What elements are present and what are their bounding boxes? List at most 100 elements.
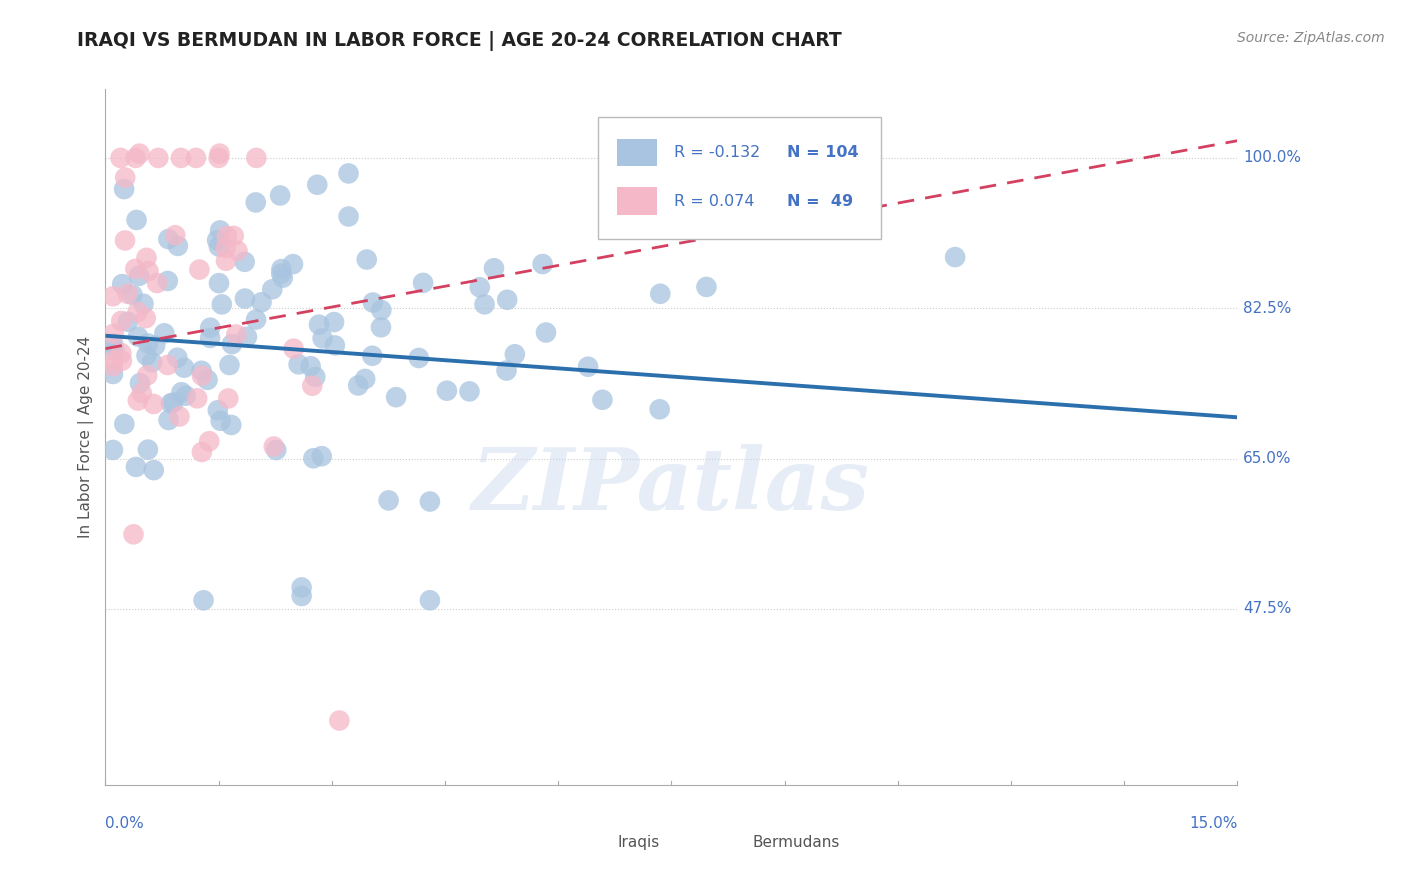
- Point: [233, 255, 256, 269]
- Point: [650, 286, 672, 301]
- Point: [236, 330, 259, 344]
- Point: [160, 396, 183, 410]
- Point: [458, 384, 481, 399]
- Point: [211, 297, 233, 311]
- Text: R = -0.132: R = -0.132: [673, 145, 759, 160]
- Point: [143, 338, 166, 352]
- Point: [356, 252, 378, 267]
- Text: R = 0.074: R = 0.074: [673, 194, 754, 209]
- Point: [503, 347, 526, 361]
- Point: [311, 449, 333, 463]
- Point: [124, 261, 146, 276]
- Point: [125, 213, 148, 227]
- Point: [101, 367, 124, 381]
- Y-axis label: In Labor Force | Age 20-24: In Labor Force | Age 20-24: [79, 336, 94, 538]
- Point: [205, 233, 228, 247]
- Point: [174, 389, 197, 403]
- Point: [291, 589, 314, 603]
- Point: [129, 376, 152, 391]
- Point: [370, 303, 392, 318]
- Point: [323, 338, 346, 352]
- Point: [311, 331, 333, 345]
- Point: [128, 268, 150, 283]
- Point: [127, 329, 149, 343]
- Point: [347, 378, 370, 392]
- Point: [301, 378, 323, 392]
- Point: [361, 349, 384, 363]
- Point: [136, 368, 159, 383]
- Text: N = 104: N = 104: [787, 145, 859, 160]
- Point: [495, 363, 517, 377]
- FancyBboxPatch shape: [711, 831, 740, 854]
- Point: [262, 282, 284, 296]
- Point: [135, 311, 157, 326]
- Point: [169, 409, 191, 424]
- Point: [208, 276, 231, 290]
- Text: IRAQI VS BERMUDAN IN LABOR FORCE | AGE 20-24 CORRELATION CHART: IRAQI VS BERMUDAN IN LABOR FORCE | AGE 2…: [77, 31, 842, 51]
- Point: [101, 442, 124, 457]
- Point: [221, 417, 243, 432]
- Point: [111, 277, 134, 292]
- Point: [173, 360, 195, 375]
- Point: [269, 188, 291, 202]
- Point: [101, 359, 124, 373]
- Point: [166, 351, 188, 365]
- Point: [634, 171, 657, 186]
- Point: [281, 257, 304, 271]
- Point: [162, 395, 184, 409]
- Point: [136, 336, 159, 351]
- Point: [534, 326, 557, 340]
- Text: Source: ZipAtlas.com: Source: ZipAtlas.com: [1237, 31, 1385, 45]
- Point: [496, 293, 519, 307]
- Point: [474, 297, 496, 311]
- Point: [188, 262, 211, 277]
- Point: [531, 257, 554, 271]
- FancyBboxPatch shape: [617, 138, 657, 167]
- Point: [124, 151, 146, 165]
- Point: [101, 289, 124, 303]
- Text: 100.0%: 100.0%: [1243, 151, 1301, 165]
- Point: [468, 280, 491, 294]
- Point: [148, 151, 170, 165]
- Point: [157, 413, 180, 427]
- Point: [337, 166, 360, 180]
- Point: [264, 442, 287, 457]
- Point: [226, 244, 249, 258]
- Point: [167, 239, 190, 253]
- Point: [221, 337, 243, 351]
- Point: [131, 386, 153, 401]
- Point: [127, 393, 149, 408]
- Point: [110, 151, 132, 165]
- Point: [215, 229, 238, 244]
- Point: [370, 320, 392, 334]
- Point: [337, 210, 360, 224]
- Text: 47.5%: 47.5%: [1243, 601, 1291, 616]
- Point: [184, 151, 207, 165]
- Point: [114, 234, 136, 248]
- Point: [208, 151, 231, 165]
- Point: [209, 414, 232, 428]
- Point: [354, 372, 377, 386]
- Point: [141, 355, 163, 369]
- Point: [308, 318, 330, 332]
- Point: [208, 146, 231, 161]
- Point: [156, 358, 179, 372]
- Text: Iraqis: Iraqis: [617, 835, 659, 850]
- Point: [122, 527, 145, 541]
- Point: [135, 251, 157, 265]
- Point: [117, 286, 139, 301]
- Point: [198, 434, 221, 449]
- Point: [271, 270, 294, 285]
- Point: [209, 223, 232, 237]
- Point: [191, 445, 214, 459]
- Point: [111, 353, 134, 368]
- Point: [408, 351, 430, 365]
- Point: [482, 261, 505, 276]
- Point: [138, 264, 160, 278]
- Point: [112, 417, 135, 431]
- FancyBboxPatch shape: [575, 831, 603, 854]
- Point: [385, 390, 408, 404]
- Point: [361, 295, 384, 310]
- Point: [165, 228, 187, 243]
- Point: [153, 326, 176, 341]
